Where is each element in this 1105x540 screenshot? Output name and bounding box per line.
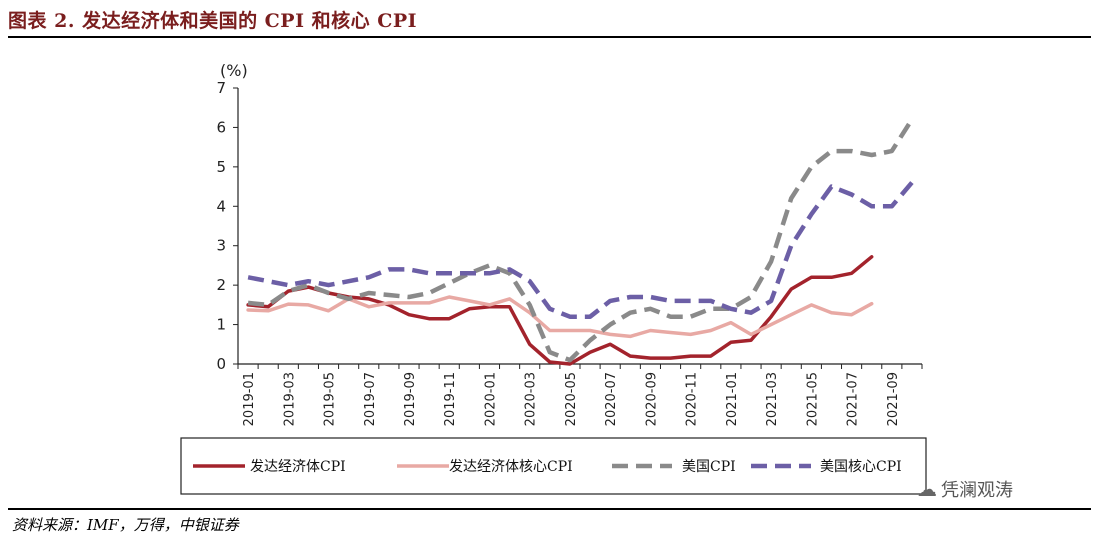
- y-tick-label: 6: [216, 118, 226, 136]
- y-tick-label: 1: [216, 316, 226, 334]
- x-tick-label: 2019-11: [443, 372, 458, 426]
- series-line-2: [247, 118, 914, 363]
- series-line-3: [247, 181, 914, 319]
- x-tick-label: 2020-07: [604, 372, 619, 426]
- x-tick-label: 2021-05: [805, 372, 820, 426]
- x-tick-label: 2020-03: [524, 372, 539, 426]
- bottom-rule: [8, 508, 1091, 510]
- chart-legend: 发达经济体CPI 发达经济体核心CPI 美国CPI 美国核心CPI: [180, 437, 927, 495]
- y-tick-label: 4: [216, 197, 226, 215]
- x-tick-label: 2021-01: [725, 372, 740, 426]
- legend-label-0: 发达经济体CPI: [250, 459, 346, 475]
- figure-title: 图表 2. 发达经济体和美国的 CPI 和核心 CPI: [8, 10, 418, 32]
- chart-axes: 0 1 2 3 4 5 6 7(%) 2019-01 2019-03 2019-05 2019-07 2…: [216, 61, 923, 426]
- x-tick-label: 2019-03: [282, 372, 297, 426]
- x-tick-label: 2021-09: [886, 372, 901, 426]
- y-tick-label: 3: [216, 237, 226, 255]
- legend-label-2: 美国CPI: [682, 459, 736, 475]
- x-tick-label: 2019-07: [363, 372, 378, 426]
- x-tick-label: 2021-03: [765, 372, 780, 426]
- y-tick-label: 2: [216, 276, 226, 294]
- watermark-text: 凭澜观涛: [941, 480, 1013, 501]
- y-unit-label: (%): [220, 61, 248, 80]
- legend-label-1: 发达经济体核心CPI: [449, 459, 573, 475]
- top-rule: [8, 36, 1091, 38]
- legend-label-3: 美国核心CPI: [820, 459, 902, 475]
- chart-series: [246, 118, 914, 366]
- source-note: 资料来源：IMF，万得，中银证券: [12, 516, 239, 534]
- series-line-0: [246, 255, 874, 366]
- x-tick-label: 2020-01: [483, 372, 498, 426]
- x-tick-label: 2020-05: [564, 372, 579, 426]
- x-tick-label: 2019-05: [323, 372, 338, 426]
- series-line-1: [246, 295, 874, 339]
- y-tick-label: 5: [216, 158, 226, 176]
- x-tick-label: 2019-01: [242, 372, 257, 426]
- watermark: ☁ 凭澜观涛: [917, 476, 1013, 502]
- y-tick-label: 7: [216, 79, 226, 97]
- x-tick-label: 2020-09: [644, 372, 659, 426]
- x-tick-label: 2019-09: [403, 372, 418, 426]
- x-tick-label: 2020-11: [685, 372, 700, 426]
- wechat-icon: ☁: [917, 477, 937, 501]
- x-tick-label: 2021-07: [846, 372, 861, 426]
- y-tick-label: 0: [216, 355, 226, 373]
